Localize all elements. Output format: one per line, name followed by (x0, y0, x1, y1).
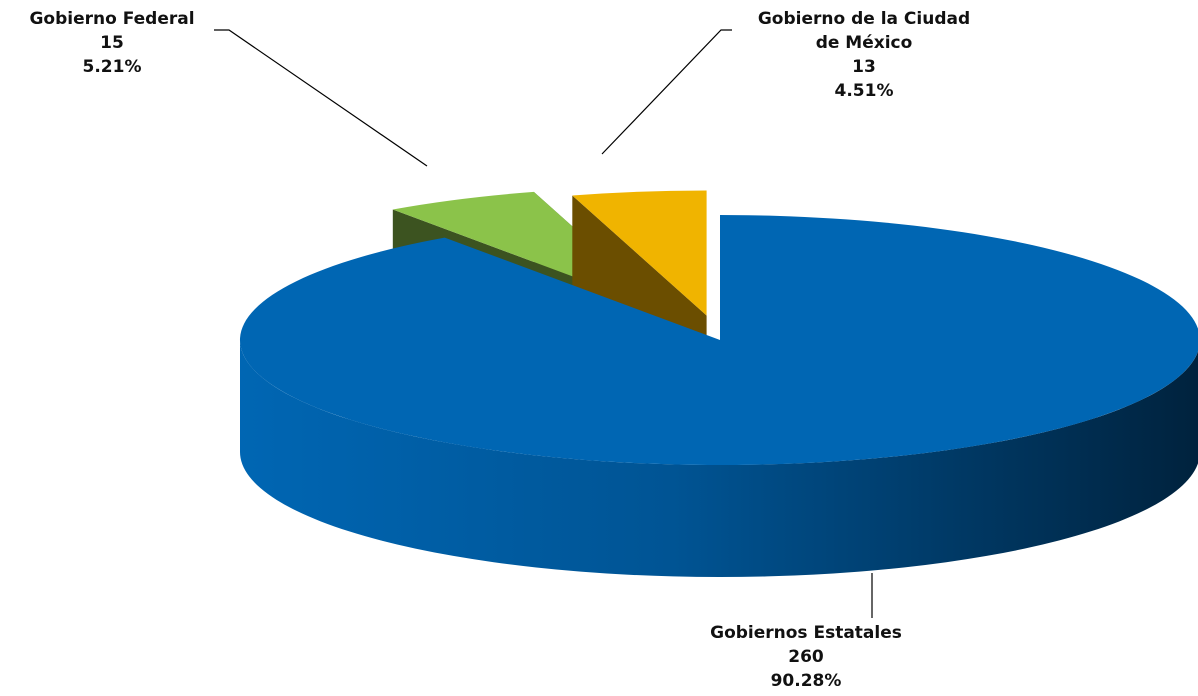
slice-top-gobiernos-estatales (240, 215, 1198, 465)
slice-top-gobierno-ciudad-de-mexico (572, 190, 707, 316)
leader-line-gobierno-federal (214, 29, 428, 167)
slice-label-value: 13 (852, 57, 876, 77)
slice-label-value: 260 (788, 647, 824, 667)
slice-label-name: Gobiernos Estatales (710, 623, 902, 643)
slice-label-value: 15 (100, 33, 124, 53)
data-label-gobierno-federal: Gobierno Federal 15 5.21% (29, 9, 194, 77)
slice-label-percent: 90.28% (771, 671, 842, 691)
data-label-gobierno-ciudad-de-mexico: Gobierno de la Ciudad de México 13 4.51% (758, 9, 970, 101)
slice-gobiernos-estatales (240, 215, 1198, 577)
slice-label-name: de México (816, 33, 913, 53)
slice-label-name: Gobierno de la Ciudad (758, 9, 970, 29)
slice-label-percent: 5.21% (83, 57, 142, 77)
slice-label-percent: 4.51% (835, 81, 894, 101)
leader-line-gobierno-ciudad-de-mexico (601, 29, 732, 155)
data-label-gobiernos-estatales: Gobiernos Estatales 260 90.28% (710, 623, 902, 691)
slice-label-name: Gobierno Federal (29, 9, 194, 29)
slice-wall-gobiernos-estatales (240, 340, 1198, 577)
